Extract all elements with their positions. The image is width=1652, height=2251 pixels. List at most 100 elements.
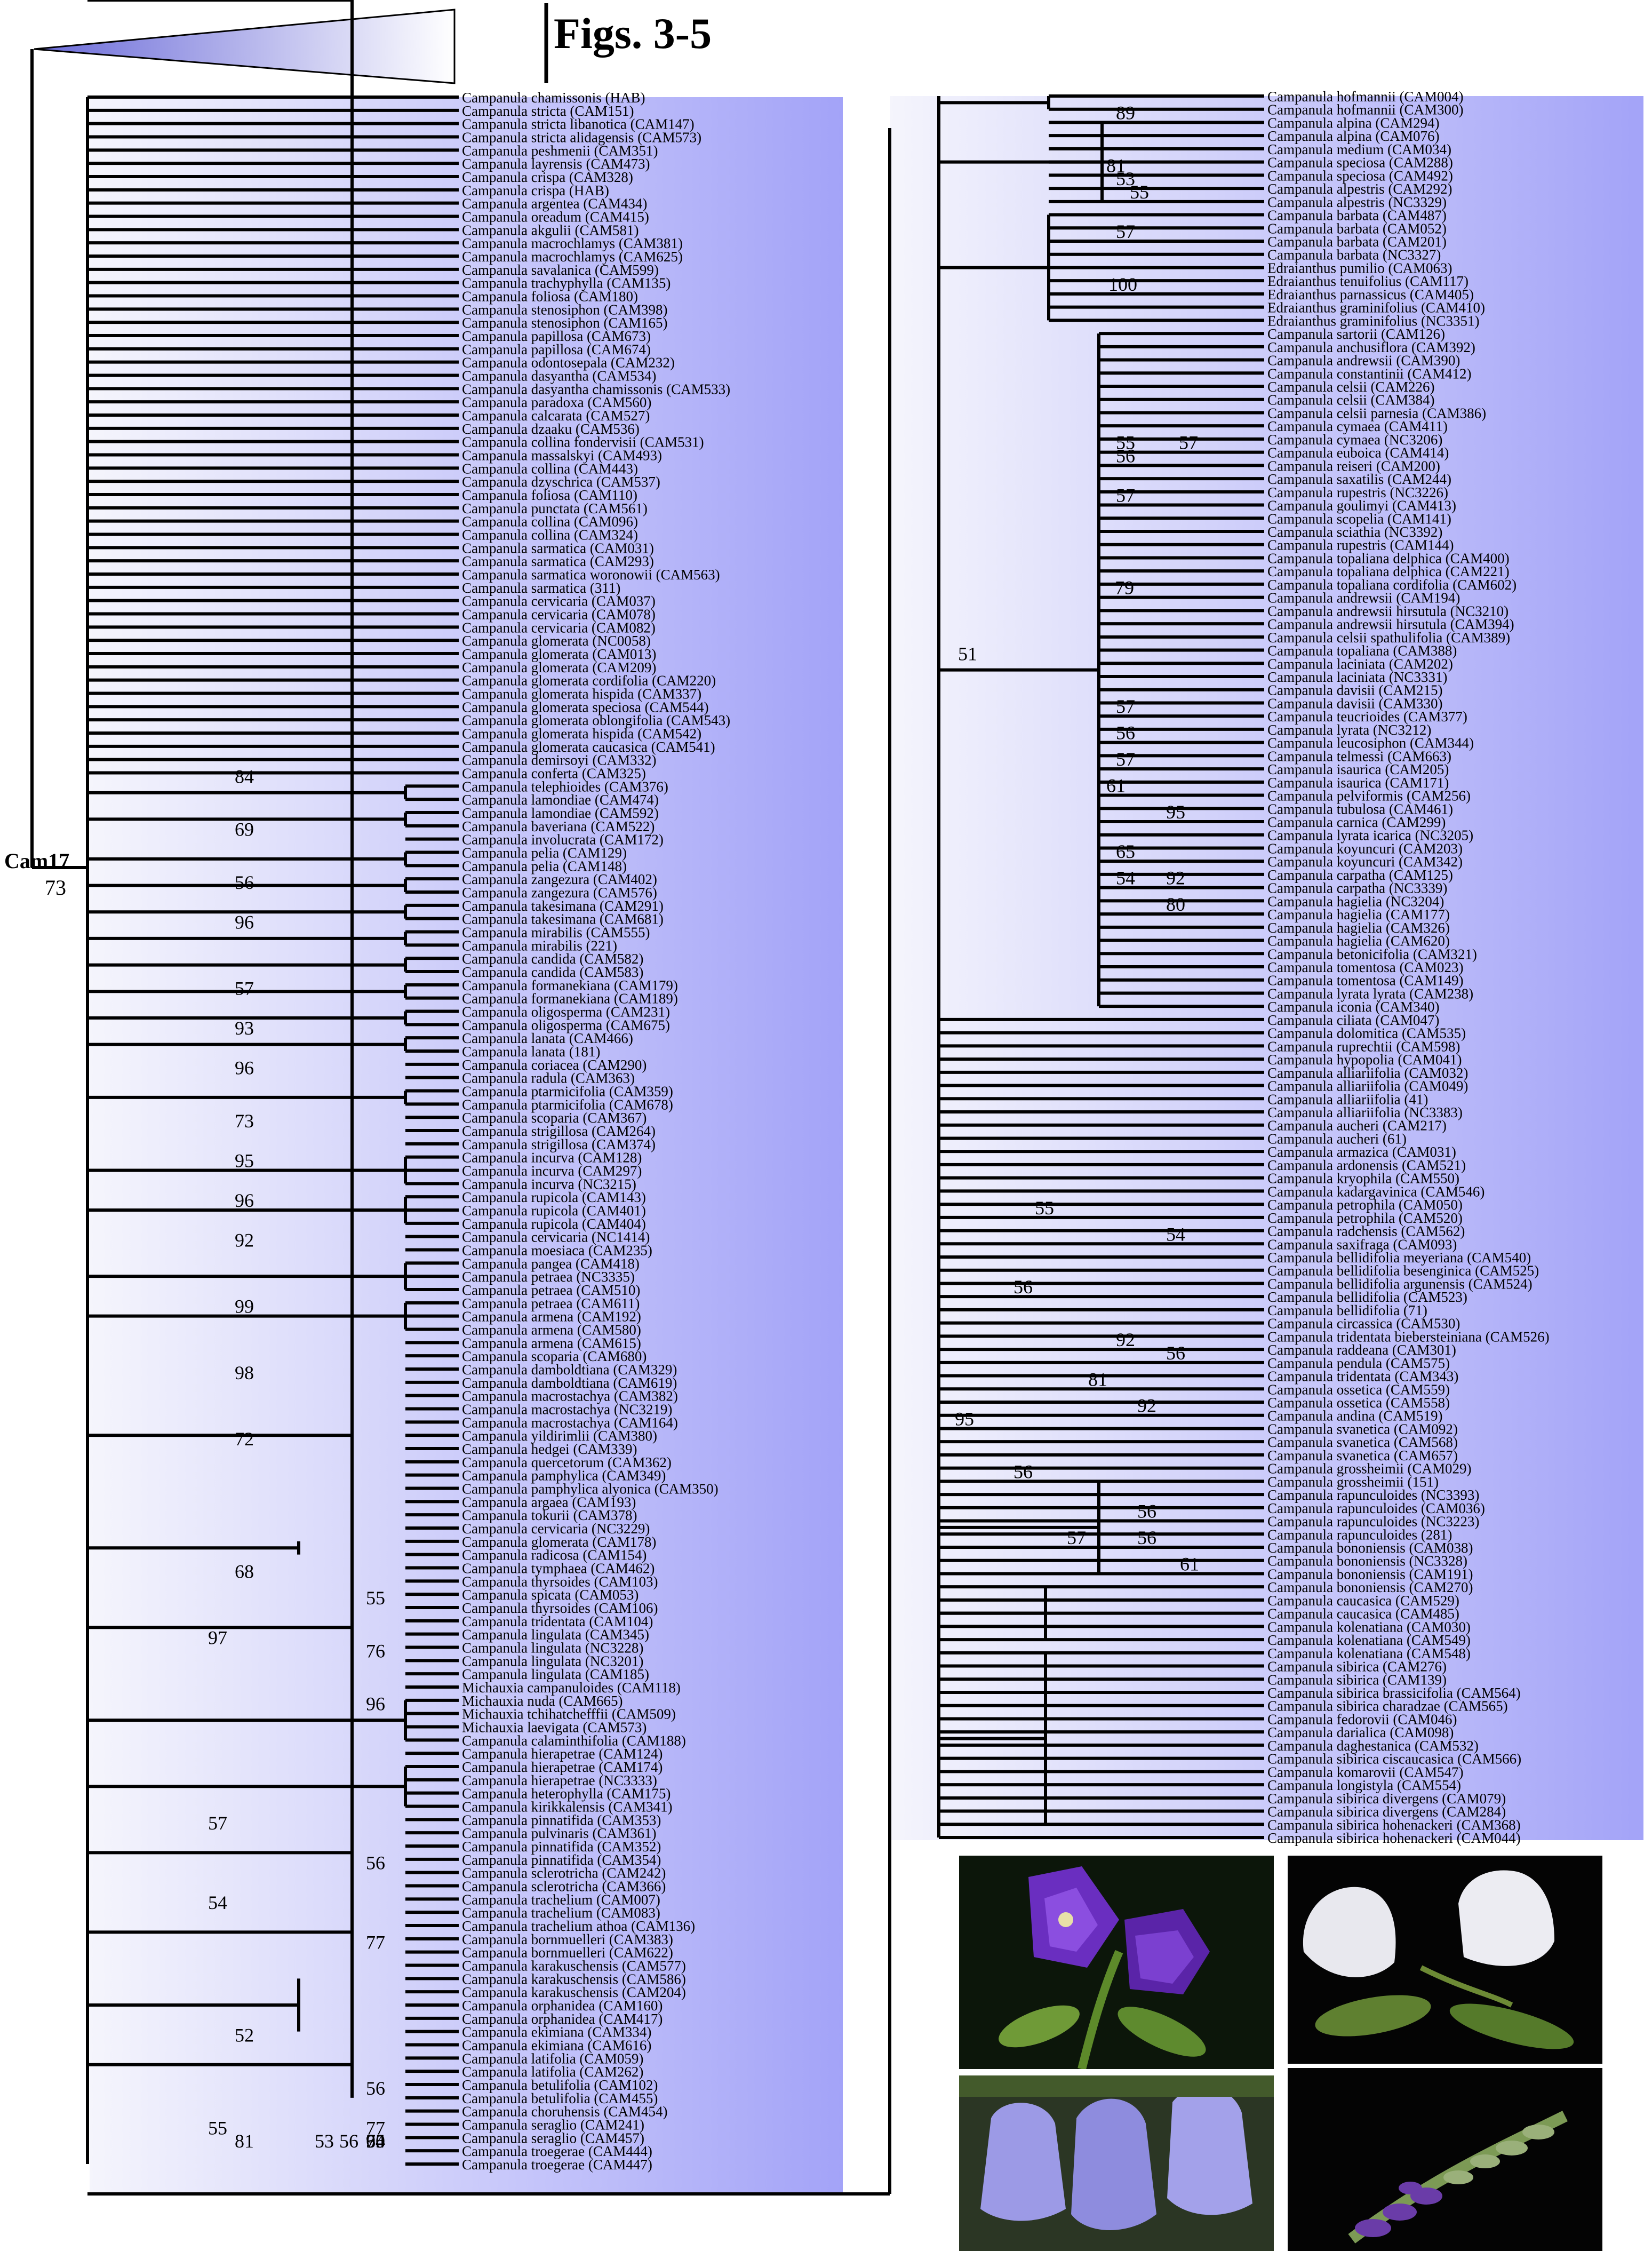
taxon-label: Campanula lingulata (NC3228) xyxy=(462,1640,643,1656)
taxon-label: Campanula pulvinaris (CAM361) xyxy=(462,1825,656,1841)
taxon-label: Campanula candida (CAM583) xyxy=(462,964,643,980)
taxon-label: Campanula lamondiae (CAM474) xyxy=(462,792,659,808)
taxon-label: Campanula speciosa (CAM288) xyxy=(1267,155,1453,171)
taxon-label: Campanula lyrata lyrata (CAM238) xyxy=(1267,985,1473,1001)
taxon-label: Campanula barbata (CAM052) xyxy=(1267,220,1447,236)
taxon-label: Edraianthus pumilio (CAM063) xyxy=(1267,260,1452,276)
taxon-label: Campanula bellidifolia (71) xyxy=(1267,1302,1427,1318)
support-value: 99 xyxy=(235,1296,254,1317)
taxon-label: Campanula koyuncuri (CAM342) xyxy=(1267,854,1463,870)
taxon-label: Campanula glomerata caucasica (CAM541) xyxy=(462,739,715,755)
taxon-label: Campanula tomentosa (CAM149) xyxy=(1267,973,1463,989)
taxon-label: Campanula involucrata (CAM172) xyxy=(462,832,664,848)
taxon-label: Campanula seraglio (CAM457) xyxy=(462,2130,644,2146)
taxon-label: Campanula tomentosa (CAM023) xyxy=(1267,959,1463,975)
support-value: 77 xyxy=(366,1932,385,1953)
taxon-label: Campanula cymaea (CAM411) xyxy=(1267,418,1448,434)
taxon-label: Campanula isaurica (CAM205) xyxy=(1267,761,1449,777)
taxon-label: Campanula takesimana (CAM681) xyxy=(462,911,664,927)
taxon-label: Campanula anchusiflora (CAM392) xyxy=(1267,339,1475,355)
support-value: 56 xyxy=(1166,1342,1185,1364)
taxon-label: Campanula lanata (181) xyxy=(462,1044,600,1060)
support-value: 95 xyxy=(955,1408,974,1429)
support-value: 57 xyxy=(1116,221,1135,242)
taxon-label: Campanula glomerata (CAM178) xyxy=(462,1534,656,1550)
taxon-label: Campanula lamondiae (CAM592) xyxy=(462,805,659,821)
support-value: 55 xyxy=(366,1587,385,1609)
support-value: 56 xyxy=(1116,445,1135,466)
taxon-label: Campanula bellidifolia (CAM523) xyxy=(1267,1289,1467,1305)
taxon-label: Campanula argentea (CAM434) xyxy=(462,196,647,212)
root-support-value: 73 xyxy=(45,876,66,900)
taxon-label: Campanula karakuschensis (CAM586) xyxy=(462,1971,686,1987)
taxon-label: Campanula petrophila (CAM050) xyxy=(1267,1197,1463,1213)
taxon-label: Campanula constantinii (CAM412) xyxy=(1267,365,1471,381)
taxon-label: Campanula pendula (CAM575) xyxy=(1267,1355,1450,1371)
taxon-label: Campanula grossheimii (151) xyxy=(1267,1474,1439,1490)
tree-branches xyxy=(30,0,1264,2196)
support-value: 96 xyxy=(235,1057,254,1079)
taxon-label: Campanula armazica (CAM031) xyxy=(1267,1144,1456,1160)
support-value: 92 xyxy=(1137,1395,1156,1417)
taxon-label: Campanula tubulosa (CAM461) xyxy=(1267,801,1453,817)
taxon-label: Campanula sibirica hohenackeri (CAM044) xyxy=(1267,1830,1521,1846)
taxon-label: Campanula thyrsoides (CAM103) xyxy=(462,1573,658,1589)
support-value: 79 xyxy=(1115,577,1134,599)
taxon-label: Campanula leucosiphon (CAM344) xyxy=(1267,735,1474,751)
taxon-label: Campanula cervicaria (NC1414) xyxy=(462,1229,650,1245)
taxon-label: Campanula glomerata (CAM013) xyxy=(462,646,656,662)
taxon-label: Campanula pelia (CAM129) xyxy=(462,845,627,861)
taxon-label: Campanula stricta alidagensis (CAM573) xyxy=(462,130,701,146)
taxon-label: Campanula hofmannii (CAM300) xyxy=(1267,102,1463,118)
taxon-label: Campanula hedgei (CAM339) xyxy=(462,1441,637,1457)
taxon-label: Campanula karakuschensis (CAM577) xyxy=(462,1958,686,1974)
taxon-label: Campanula bononiensis (CAM191) xyxy=(1267,1566,1473,1582)
taxon-label: Campanula hierapetrae (CAM124) xyxy=(462,1746,663,1762)
taxon-label: Campanula rupicola (CAM143) xyxy=(462,1189,646,1205)
support-value: 51 xyxy=(958,643,977,664)
taxon-label: Campanula calaminthifolia (CAM188) xyxy=(462,1732,686,1748)
taxon-label: Edraianthus parnassicus (CAM405) xyxy=(1267,287,1474,303)
taxon-label: Campanula topaliana cordifolia (CAM602) xyxy=(1267,577,1517,593)
taxon-label: Campanula kirikkalensis (CAM341) xyxy=(462,1799,672,1815)
root-node-label: Cam17 xyxy=(4,849,70,873)
taxon-label: Campanula stricta libanotica (CAM147) xyxy=(462,116,695,132)
taxon-label: Campanula latifolia (CAM059) xyxy=(462,2050,643,2066)
taxon-label: Campanula teucrioides (CAM377) xyxy=(1267,709,1467,725)
taxon-label: Campanula dolomitica (CAM535) xyxy=(1267,1025,1466,1041)
taxon-label: Campanula demirsoyi (CAM332) xyxy=(462,752,656,768)
taxon-label: Campanula latifolia (CAM262) xyxy=(462,2064,643,2080)
taxon-label: Campanula svanetica (CAM657) xyxy=(1267,1447,1458,1463)
support-value: 57 xyxy=(1116,696,1135,717)
taxon-label: Campanula hagielia (CAM177) xyxy=(1267,906,1450,922)
taxon-label: Campanula alliariifolia (NC3383) xyxy=(1267,1104,1463,1120)
taxon-label: Campanula sarmatica (CAM293) xyxy=(462,553,654,569)
taxon-label: Campanula radchensis (CAM562) xyxy=(1267,1223,1465,1239)
support-value: 84 xyxy=(235,766,254,787)
taxon-label: Campanula alpina (CAM294) xyxy=(1267,115,1439,131)
support-value: 98 xyxy=(235,1362,254,1383)
taxon-label: Campanula peshmenii (CAM351) xyxy=(462,142,658,158)
taxon-label: Campanula papillosa (CAM673) xyxy=(462,328,651,344)
taxon-label: Campanula isaurica (CAM171) xyxy=(1267,775,1449,791)
taxon-label: Campanula akgulii (CAM581) xyxy=(462,222,639,238)
taxon-label: Campanula cervicaria (CAM078) xyxy=(462,607,656,623)
taxon-label: Campanula tridentata biebersteiniana (CA… xyxy=(1267,1329,1550,1345)
support-value: 100 xyxy=(1108,274,1137,295)
taxon-label: Campanula davisii (CAM330) xyxy=(1267,695,1442,711)
taxon-label: Campanula sarmatica (311) xyxy=(462,580,620,596)
photo-lilac-bellflowers xyxy=(959,2075,1274,2251)
taxon-label: Campanula alpina (CAM076) xyxy=(1267,128,1439,144)
taxon-label: Campanula damboldtiana (CAM329) xyxy=(462,1362,677,1378)
support-value: 57 xyxy=(208,1812,227,1834)
taxon-label: Campanula komarovii (CAM547) xyxy=(1267,1764,1463,1780)
taxon-label: Campanula scopelia (CAM141) xyxy=(1267,511,1451,527)
taxon-label: Campanula ekimiana (CAM334) xyxy=(462,2024,651,2040)
taxon-label: Campanula rupestris (CAM144) xyxy=(1267,537,1454,553)
taxon-label: Campanula daghestanica (CAM532) xyxy=(1267,1738,1479,1754)
taxon-label: Campanula incurva (NC3215) xyxy=(462,1176,636,1192)
taxon-label: Campanula dasyantha (CAM534) xyxy=(462,368,656,384)
taxon-label: Campanula radula (CAM363) xyxy=(462,1070,635,1086)
taxon-label: Campanula calcarata (CAM527) xyxy=(462,408,650,424)
taxon-label: Campanula trachelium (CAM007) xyxy=(462,1891,660,1907)
